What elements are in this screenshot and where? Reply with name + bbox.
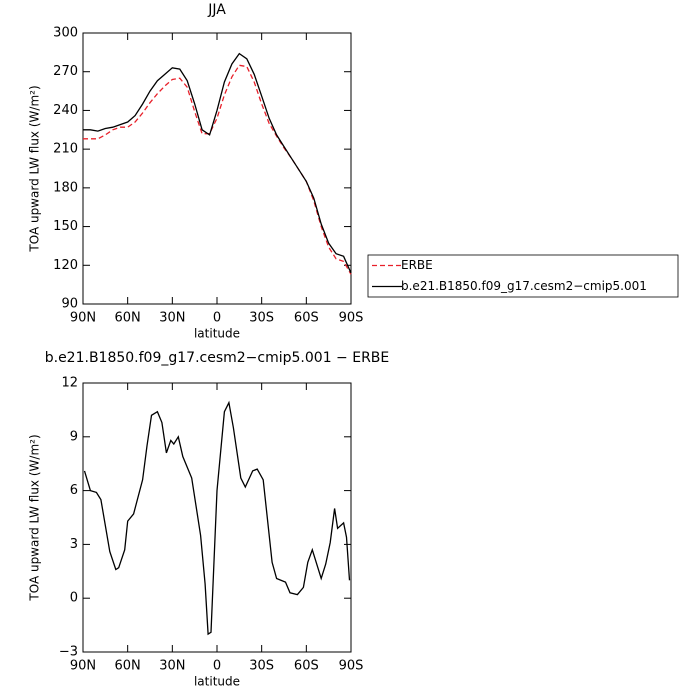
series-line: [83, 52, 352, 274]
x-axis-label: latitude: [194, 675, 240, 689]
y-tick-label: −3: [59, 645, 78, 660]
y-tick-label: 12: [61, 376, 78, 391]
y-tick-label: 270: [53, 64, 78, 79]
y-tick-label: 150: [53, 219, 78, 234]
y-tick-label: 180: [53, 180, 78, 195]
legend-frame: [367, 254, 679, 298]
x-tick-label: 60N: [115, 659, 141, 674]
y-tick-label: 300: [53, 26, 78, 41]
legend-label: ERBE: [401, 258, 433, 272]
y-tick-label: 3: [70, 537, 78, 552]
chart-title: b.e21.B1850.f09_g17.cesm2−cmip5.001 − ER…: [45, 350, 390, 366]
plot-frame: [82, 382, 352, 653]
chart-title: JJA: [207, 2, 226, 18]
series-line: [83, 64, 352, 275]
x-tick-label: 60S: [294, 659, 319, 674]
y-tick-label: 240: [53, 103, 78, 118]
x-tick-label: 30N: [159, 311, 185, 326]
x-tick-label: 30S: [249, 659, 274, 674]
series-line: [83, 400, 351, 636]
x-tick-label: 60S: [294, 311, 319, 326]
y-axis-label: TOA upward LW flux (W/m²): [28, 434, 42, 601]
y-tick-label: 9: [70, 429, 78, 444]
x-tick-label: 90N: [70, 659, 96, 674]
plot-frame: [82, 32, 352, 305]
x-tick-label: 60N: [115, 311, 141, 326]
legend-label: b.e21.B1850.f09_g17.cesm2−cmip5.001: [401, 279, 647, 293]
x-tick-label: 90S: [339, 311, 364, 326]
x-tick-label: 90N: [70, 311, 96, 326]
x-tick-label: 90S: [339, 659, 364, 674]
y-tick-label: 210: [53, 142, 78, 157]
x-tick-label: 0: [213, 311, 221, 326]
x-tick-label: 0: [213, 659, 221, 674]
y-tick-label: 120: [53, 258, 78, 273]
y-tick-label: 90: [61, 297, 78, 312]
x-axis-label: latitude: [194, 327, 240, 341]
y-tick-label: 0: [70, 591, 78, 606]
y-tick-label: 6: [70, 483, 78, 498]
y-axis-label: TOA upward LW flux (W/m²): [28, 85, 42, 252]
x-tick-label: 30S: [249, 311, 274, 326]
x-tick-label: 30N: [159, 659, 185, 674]
